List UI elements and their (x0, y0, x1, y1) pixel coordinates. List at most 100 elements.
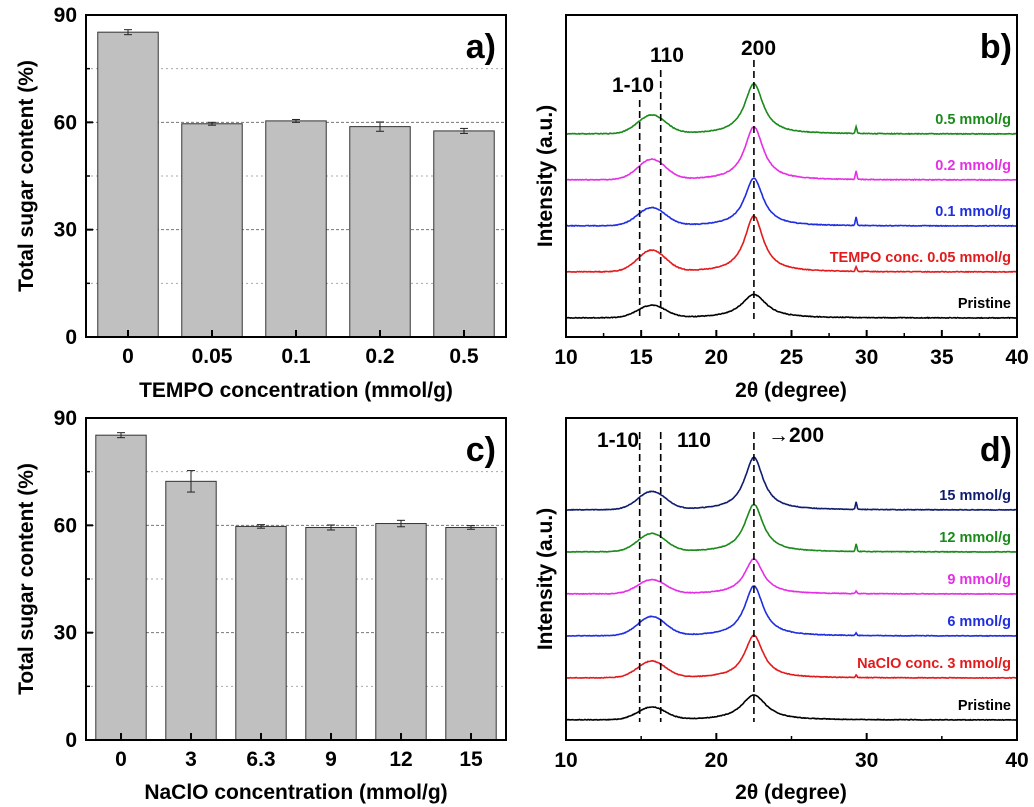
x-tick-label: 30 (855, 346, 878, 369)
panel-d-y-axis-label: Intensity (a.u.) (534, 508, 557, 650)
panel-c-x-ticks: 0 3 6.3 9 12 15 (115, 733, 483, 771)
panel-a-label: a) (466, 28, 496, 66)
panel-b-series-labels: Pristine TEMPO conc. 0.05 mmol/g 0.1 mmol/… (830, 112, 1011, 312)
series-label: Pristine (958, 698, 1011, 714)
panel-d-peak-lines (638, 432, 755, 722)
panel-b-peak-label-200: 200 (741, 37, 776, 60)
x-tick-label: 25 (780, 346, 804, 369)
bar-6.3 (235, 525, 287, 741)
xrd-trace-2 (565, 177, 1018, 228)
y-tick-label: 90 (54, 4, 77, 27)
panel-a-x-ticks: 0 0.05 0.1 0.2 0.5 (122, 330, 479, 368)
series-label: 15 mmol/g (939, 488, 1011, 504)
bar-0.1 (265, 120, 327, 338)
y-tick-label: 0 (65, 326, 77, 349)
x-tick-label: 0.2 (365, 345, 394, 368)
x-tick-label: 35 (930, 346, 954, 369)
bar-0 (95, 434, 147, 741)
panel-d-x-axis-label: 2θ (degree) (735, 781, 847, 804)
bar-0.2 (349, 126, 411, 338)
panel-b-peak-lines (638, 60, 755, 319)
x-tick-label: 10 (554, 346, 577, 369)
panel-c-x-axis-label: NaClO concentration (mmol/g) (144, 781, 447, 804)
panel-d-series-labels: Pristine NaClO conc. 3 mmol/g 6 mmol/g 9 mm… (857, 488, 1011, 714)
x-tick-label: 0.5 (449, 345, 479, 368)
xrd-trace-0 (565, 293, 1018, 320)
x-tick-label: 20 (705, 749, 728, 772)
x-tick-label: 20 (705, 346, 728, 369)
panel-a-bars (97, 29, 495, 338)
series-label: 0.1 mmol/g (935, 204, 1011, 220)
x-tick-label: 0 (122, 345, 134, 368)
series-label: Pristine (958, 296, 1011, 312)
x-tick-label: 0.05 (192, 345, 233, 368)
panel-a: 0 30 60 90 0 0.05 0.1 0.2 0.5 a) TEMPO concentr… (15, 4, 507, 402)
xrd-trace-0 (565, 694, 1018, 722)
x-tick-label: 30 (855, 749, 878, 772)
panel-c-bars (95, 432, 497, 741)
panel-c: 0 30 60 90 0 3 6.3 9 12 15 c) NaClO concentratio… (15, 407, 507, 804)
panel-d-x-ticks: 10 20 30 40 (554, 733, 1029, 772)
bar-0 (97, 31, 159, 338)
series-label: 0.5 mmol/g (935, 112, 1011, 128)
panel-b-label: b) (980, 28, 1012, 66)
series-label: 9 mmol/g (947, 572, 1011, 588)
panel-a-y-ticks: 0 30 60 90 (54, 4, 93, 349)
bar-3 (165, 480, 217, 741)
panel-b-x-axis-label: 2θ (degree) (735, 379, 847, 402)
panel-d-peak-label-1-10: 1-10 (597, 429, 639, 452)
panel-c-y-axis-label: Total sugar content (%) (15, 463, 38, 695)
y-tick-label: 60 (54, 111, 77, 134)
xrd-trace-3 (565, 126, 1018, 182)
series-label: 6 mmol/g (947, 614, 1011, 630)
panel-c-y-ticks: 0 30 60 90 (54, 407, 93, 752)
xrd-trace-2 (565, 585, 1018, 638)
bar-9 (305, 526, 357, 741)
bar-12 (375, 523, 427, 741)
bar-0.05 (181, 123, 243, 338)
x-tick-label: 12 (389, 748, 412, 771)
x-tick-label: 15 (629, 346, 653, 369)
panel-c-label: c) (466, 431, 496, 469)
y-tick-label: 90 (54, 407, 77, 430)
y-tick-label: 60 (54, 514, 77, 537)
xrd-trace-4 (565, 503, 1018, 554)
x-tick-label: 3 (185, 748, 197, 771)
y-tick-label: 30 (54, 622, 77, 645)
xrd-trace-3 (565, 558, 1017, 596)
panel-a-y-axis-label: Total sugar content (%) (15, 60, 38, 292)
panel-d-peak-label-110: 110 (677, 429, 711, 452)
x-tick-label: 40 (1005, 346, 1028, 369)
xrd-trace-5 (565, 456, 1018, 512)
xrd-trace-1 (565, 634, 1018, 680)
panel-d-peak-label-200: →200 (768, 424, 824, 447)
x-tick-label: 6.3 (246, 748, 275, 771)
x-tick-label: 9 (325, 748, 337, 771)
panel-d-traces (565, 456, 1018, 722)
bar-15 (445, 526, 497, 741)
series-label: NaClO conc. 3 mmol/g (857, 656, 1011, 672)
panel-b: 10 15 20 25 30 35 40 Pristine TEMPO conc. 0.05 … (534, 14, 1029, 402)
panel-b-traces (565, 82, 1018, 320)
x-tick-label: 15 (459, 748, 483, 771)
panel-b-peak-label-110: 110 (650, 44, 684, 67)
panel-b-peak-label-1-10: 1-10 (612, 74, 654, 97)
x-tick-label: 0.1 (281, 345, 311, 368)
y-tick-label: 30 (54, 219, 77, 242)
panel-b-y-axis-label: Intensity (a.u.) (534, 105, 557, 247)
series-label: 12 mmol/g (939, 530, 1011, 546)
x-tick-label: 10 (554, 749, 577, 772)
panel-a-x-axis-label: TEMPO concentration (mmol/g) (139, 379, 453, 402)
xrd-trace-4 (565, 82, 1018, 136)
series-label: 0.2 mmol/g (935, 158, 1011, 174)
panel-d-label: d) (980, 431, 1012, 469)
panel-b-x-ticks: 10 15 20 25 30 35 40 (554, 330, 1029, 369)
xrd-trace-1 (565, 215, 1017, 274)
bar-0.5 (433, 130, 495, 338)
series-label: TEMPO conc. 0.05 mmol/g (830, 250, 1011, 266)
panel-c-grid (86, 417, 506, 687)
y-tick-label: 0 (65, 729, 77, 752)
panel-d: 10 20 30 40 Pristine NaClO conc. 3 mmol/g 6 m… (534, 417, 1029, 804)
x-tick-label: 40 (1005, 749, 1028, 772)
